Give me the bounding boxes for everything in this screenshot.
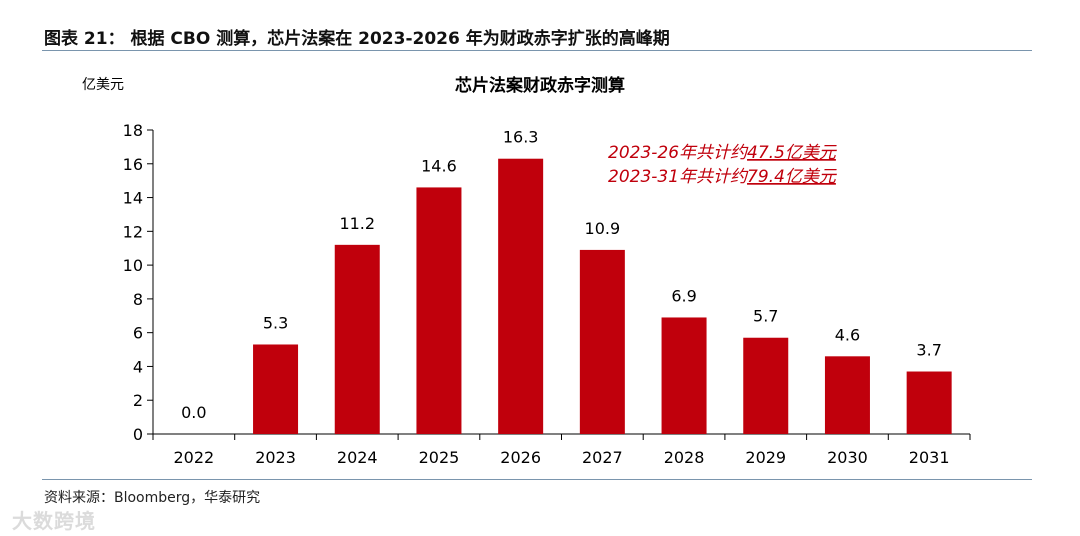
bar bbox=[906, 371, 952, 434]
x-tick-label: 2024 bbox=[337, 448, 378, 467]
bottom-divider bbox=[42, 479, 1032, 480]
x-tick-label: 2023 bbox=[255, 448, 296, 467]
bar bbox=[661, 317, 707, 434]
data-label: 10.9 bbox=[585, 219, 621, 238]
x-tick-label: 2022 bbox=[173, 448, 214, 467]
data-label: 11.2 bbox=[339, 214, 375, 233]
source-note: 资料来源：Bloomberg，华泰研究 bbox=[44, 490, 261, 506]
bar bbox=[579, 249, 625, 434]
y-tick-label: 16 bbox=[123, 155, 143, 174]
data-label: 6.9 bbox=[671, 286, 696, 305]
x-tick-label: 2031 bbox=[909, 448, 950, 467]
data-label: 3.7 bbox=[916, 341, 941, 360]
y-tick-label: 14 bbox=[123, 189, 143, 208]
annotation-prefix: 2023-26年共计约 bbox=[608, 143, 749, 163]
x-tick-label: 2029 bbox=[745, 448, 786, 467]
annotation-prefix: 2023-31年共计约 bbox=[608, 167, 749, 187]
y-axis-unit: 亿美元 bbox=[82, 77, 124, 93]
axes: 0 2 4 6 8 10 12 14 16 18 2022 2023 2024 2025 2026 2027 2… bbox=[123, 121, 971, 467]
data-label: 4.6 bbox=[835, 325, 860, 344]
y-tick-label: 6 bbox=[133, 324, 143, 343]
bar bbox=[253, 344, 299, 434]
data-label: 14.6 bbox=[421, 156, 457, 175]
x-tick-label: 2027 bbox=[582, 448, 623, 467]
x-tick-label: 2028 bbox=[664, 448, 705, 467]
x-tick-label: 2025 bbox=[419, 448, 460, 467]
bar bbox=[824, 356, 870, 434]
y-tick-label: 12 bbox=[123, 222, 143, 241]
annotation-line: 2023-26年共计约47.5亿美元 bbox=[608, 143, 838, 163]
bar bbox=[743, 337, 789, 434]
x-tick-label: 2030 bbox=[827, 448, 868, 467]
top-divider bbox=[42, 50, 1032, 51]
chart-title: 芯片法案财政赤字测算 bbox=[455, 75, 625, 96]
bar bbox=[334, 244, 380, 434]
y-tick-label: 4 bbox=[133, 357, 143, 376]
annotation-value: 79.4亿美元 bbox=[747, 167, 838, 187]
data-label: 5.3 bbox=[263, 313, 288, 332]
bars bbox=[253, 158, 952, 434]
watermark: 大数跨境 bbox=[12, 509, 96, 533]
annotations: 2023-26年共计约47.5亿美元 2023-31年共计约79.4亿美元 bbox=[608, 143, 838, 187]
figure-title: 图表 21： 根据 CBO 测算，芯片法案在 2023-2026 年为财政赤字扩… bbox=[44, 29, 670, 49]
data-label: 16.3 bbox=[503, 128, 539, 147]
bar bbox=[416, 187, 462, 434]
y-tick-label: 8 bbox=[133, 290, 143, 309]
y-tick-label: 10 bbox=[123, 256, 143, 275]
data-labels: 0.0 5.3 11.2 14.6 16.3 10.9 6.9 5.7 4.6 3.7 bbox=[181, 128, 942, 422]
data-label: 5.7 bbox=[753, 307, 778, 326]
annotation-line: 2023-31年共计约79.4亿美元 bbox=[608, 167, 838, 187]
data-label: 0.0 bbox=[181, 403, 206, 422]
bar bbox=[498, 158, 544, 434]
x-tick-label: 2026 bbox=[500, 448, 541, 467]
y-tick-label: 18 bbox=[123, 121, 143, 140]
y-tick-label: 0 bbox=[133, 425, 143, 444]
y-tick-label: 2 bbox=[133, 391, 143, 410]
annotation-value: 47.5亿美元 bbox=[747, 143, 838, 163]
